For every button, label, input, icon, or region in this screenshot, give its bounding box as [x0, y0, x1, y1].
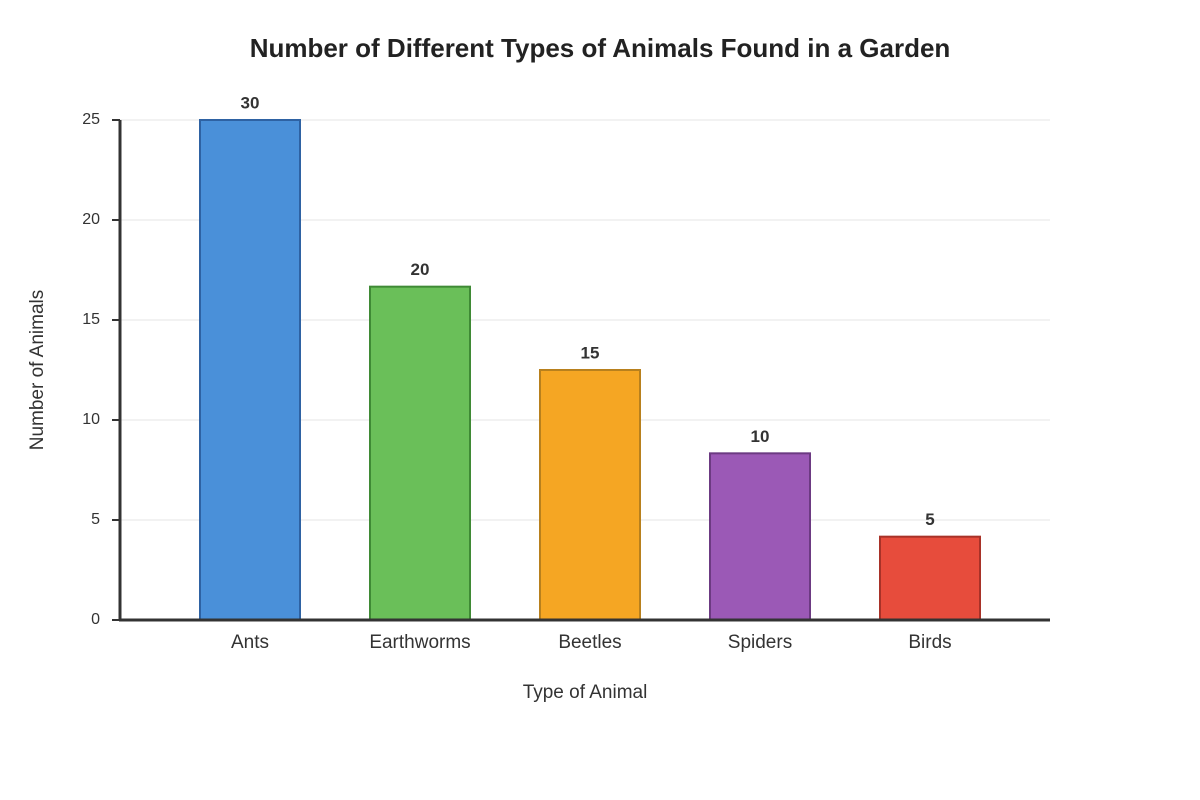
value-label: 10 — [751, 427, 770, 446]
value-label: 20 — [411, 260, 430, 279]
y-tick-label: 15 — [82, 311, 100, 328]
bar — [369, 285, 471, 621]
x-tick-label: Birds — [908, 632, 951, 653]
bar — [709, 452, 811, 622]
bar — [199, 119, 301, 621]
y-axis-label: Number of Animals — [27, 290, 48, 451]
y-tick-label: 5 — [91, 511, 100, 528]
x-tick-label: Beetles — [558, 632, 621, 653]
bar — [879, 535, 981, 622]
y-tick-label: 20 — [82, 211, 100, 228]
value-label: 5 — [925, 510, 934, 529]
x-tick-label: Ants — [231, 632, 269, 653]
y-tick-label: 0 — [91, 611, 100, 628]
x-tick-label: Spiders — [728, 632, 792, 653]
y-tick-label: 10 — [82, 411, 100, 428]
chart-title: Number of Different Types of Animals Fou… — [250, 33, 951, 63]
y-tick-label: 25 — [82, 111, 100, 128]
x-tick-label: Earthworms — [369, 632, 470, 653]
value-label: 15 — [581, 343, 600, 362]
value-label: 30 — [241, 93, 260, 112]
x-axis-label: Type of Animal — [523, 682, 648, 703]
bar — [539, 369, 641, 621]
